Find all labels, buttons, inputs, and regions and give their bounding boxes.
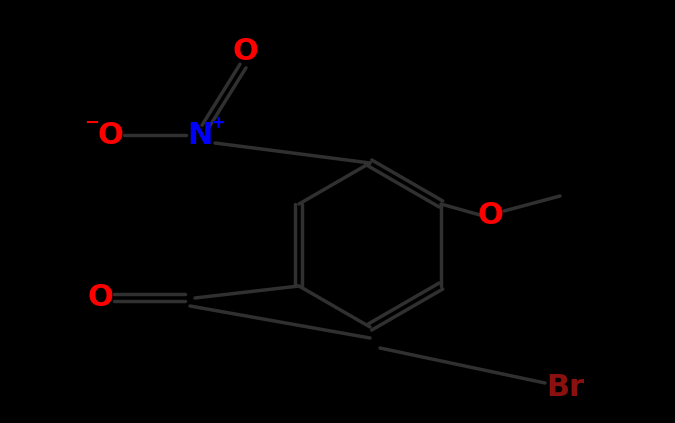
Text: Br: Br <box>546 374 584 403</box>
Text: +: + <box>211 114 225 132</box>
Text: N: N <box>187 121 213 149</box>
Text: O: O <box>477 201 503 230</box>
Text: O: O <box>232 38 258 66</box>
Text: −: − <box>84 114 100 132</box>
Text: O: O <box>87 283 113 313</box>
Text: O: O <box>97 121 123 149</box>
